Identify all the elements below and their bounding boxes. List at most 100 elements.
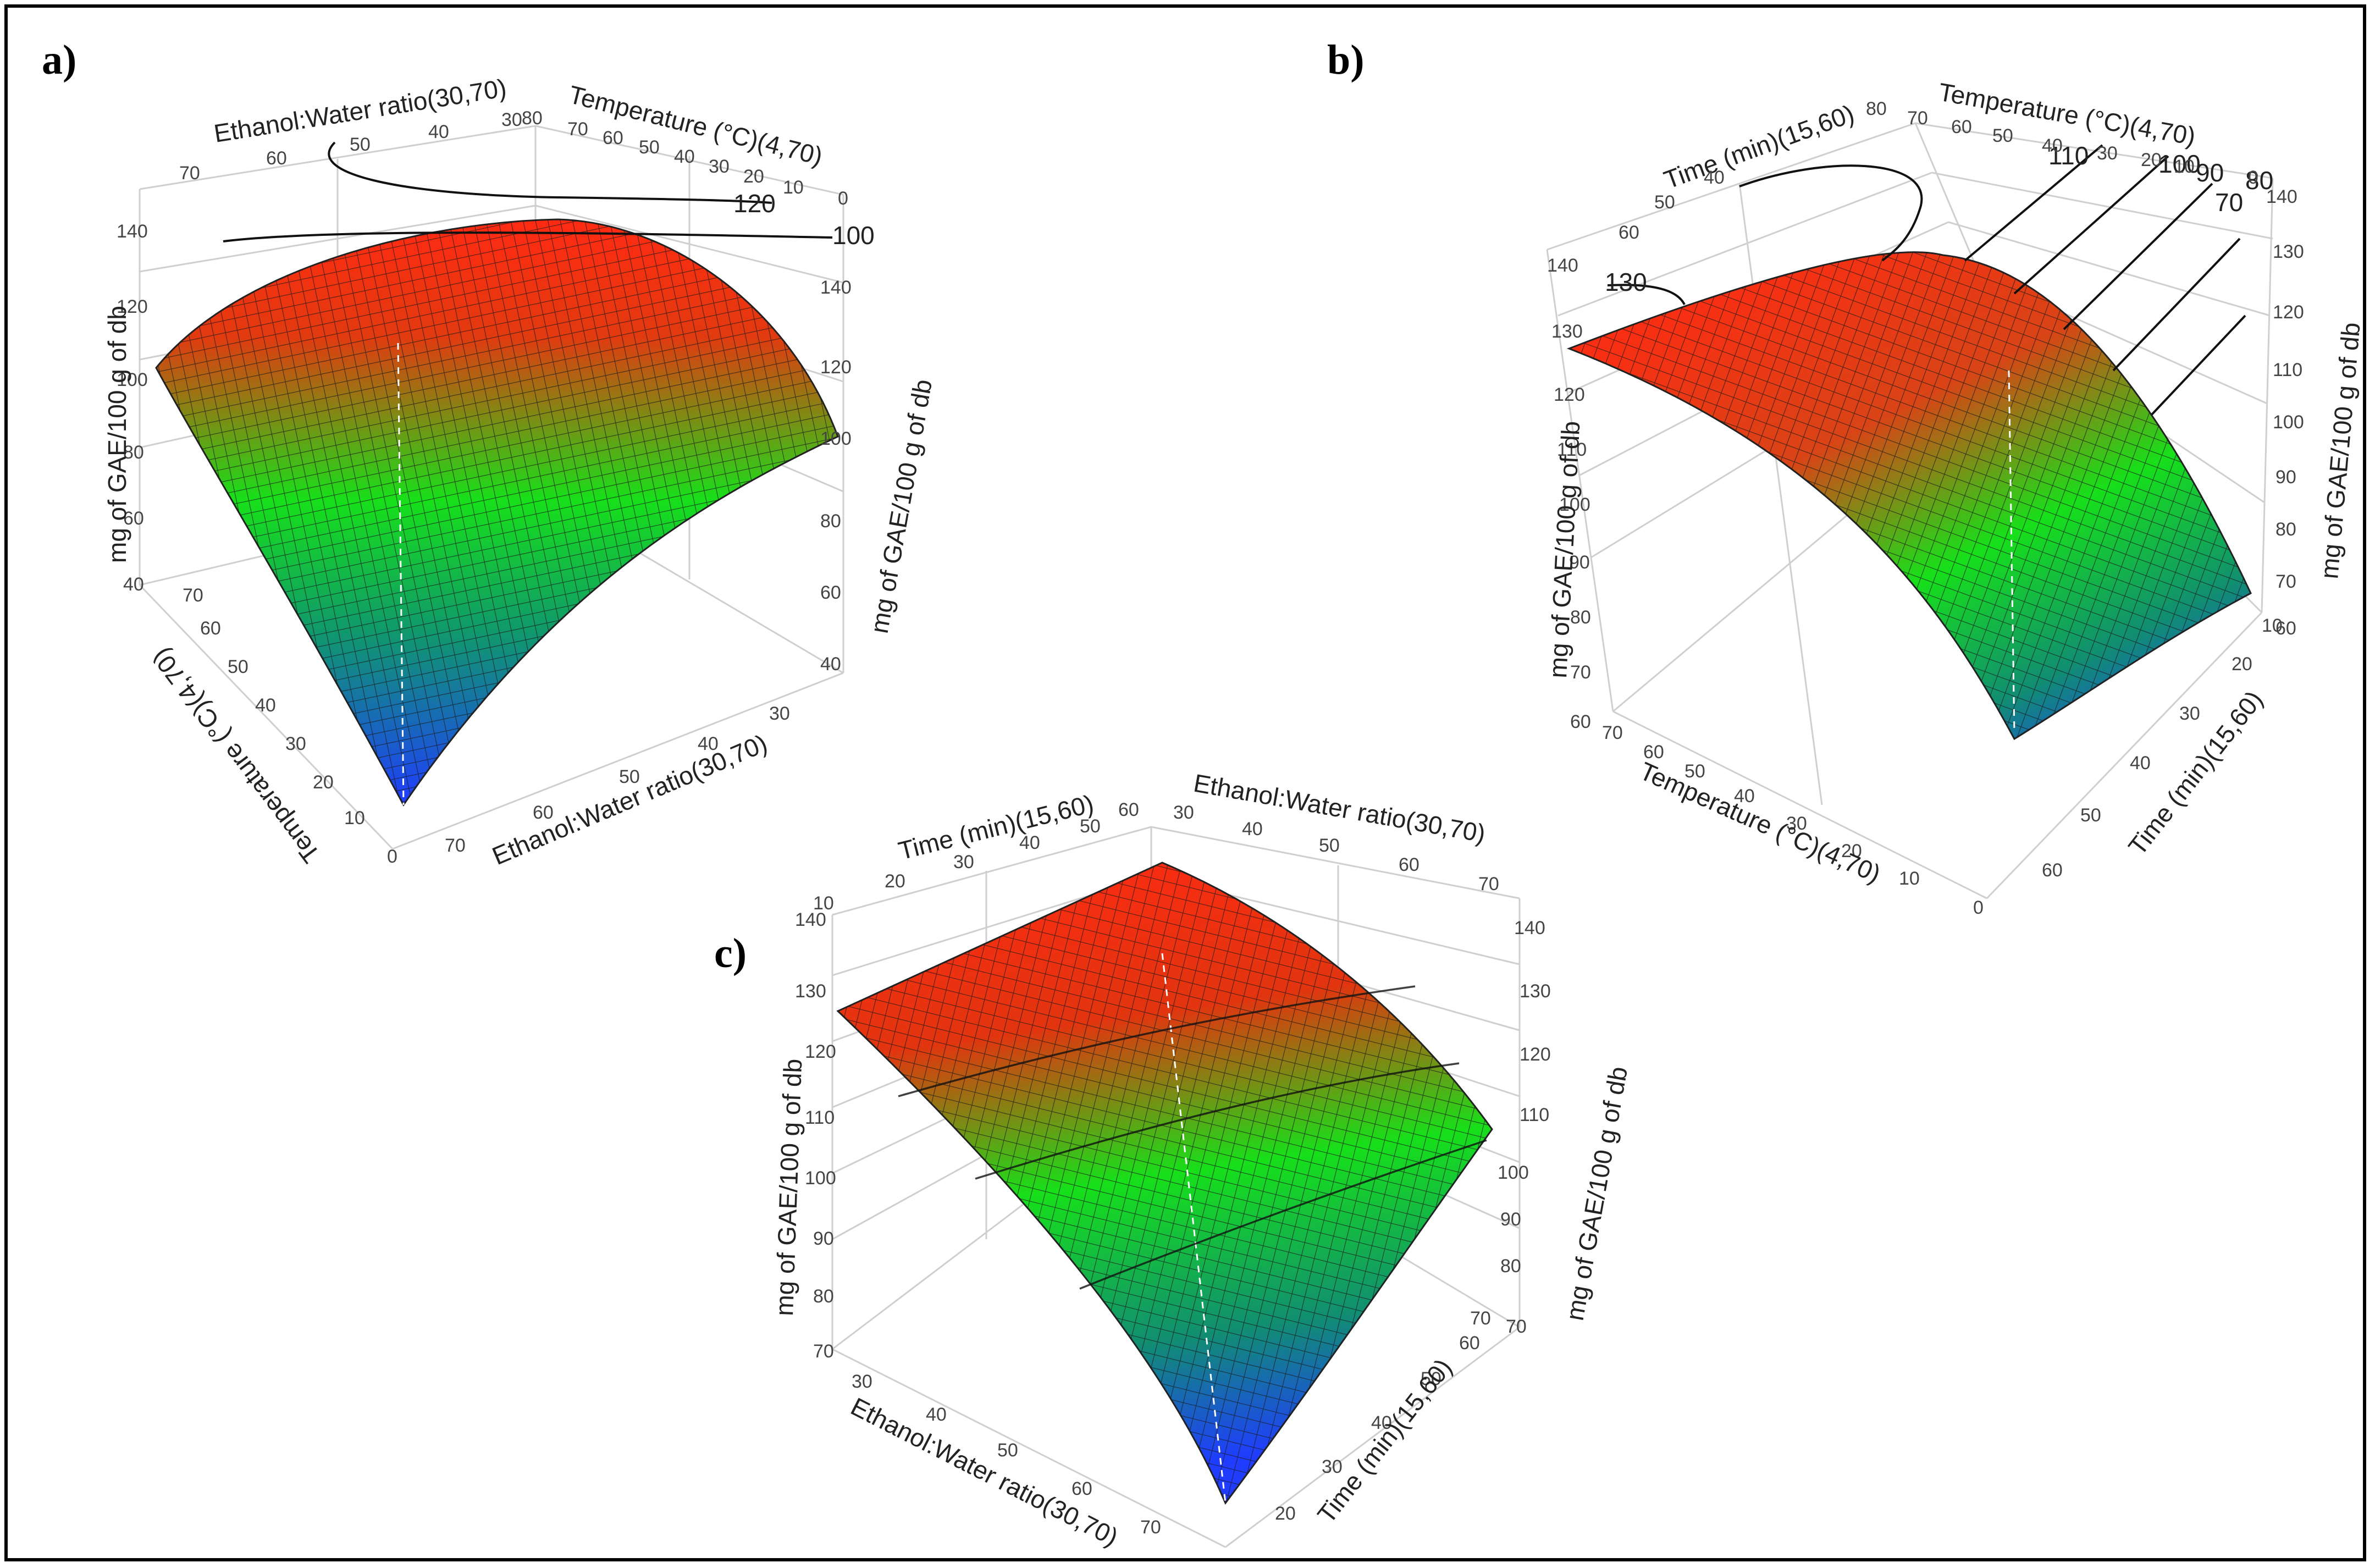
panel-b: b) (1327, 37, 2366, 918)
tick: 70 (183, 585, 203, 606)
tick: 10 (813, 893, 834, 914)
z-tick: 140 (1514, 918, 1545, 938)
panel-b-time-ticks: 60 50 40 30 20 10 (2042, 615, 2283, 881)
panel-c-center-line (1161, 953, 1227, 1504)
tick: 60 (1459, 1333, 1480, 1354)
panel-b-contours (1607, 144, 2246, 416)
panel-b-back-time-ticks: 60 50 40 (1619, 167, 1725, 243)
z-tick: 110 (805, 1107, 835, 1128)
tick: 60 (1643, 742, 1664, 763)
tick: 20 (2141, 150, 2162, 170)
tick: 10 (783, 177, 804, 198)
tick: 50 (639, 137, 660, 158)
z-tick: 70 (1506, 1316, 1527, 1337)
z-tick: 80 (820, 511, 841, 532)
z-tick: 60 (820, 582, 841, 603)
panel-c-back-ethanol-ticks: 30 40 50 60 70 (1173, 802, 1499, 895)
tick: 50 (619, 766, 640, 787)
tick: 20 (1841, 841, 1862, 862)
panel-c-z-ticks-left: 140 130 120 110 100 90 80 70 (795, 909, 836, 1362)
z-tick: 100 (1559, 494, 1590, 515)
z-tick: 120 (820, 357, 852, 378)
z-tick: 60 (123, 508, 144, 529)
tick: 40 (674, 146, 695, 167)
tick: 70 (1140, 1517, 1161, 1538)
tick: 50 (997, 1440, 1018, 1461)
panel-c-back-time-ticks: 10 20 30 40 50 60 (813, 799, 1139, 914)
z-tick: 140 (820, 277, 852, 298)
z-tick: 90 (1569, 552, 1590, 573)
panel-a-z-title-right: mg of GAE/100 g of db (865, 377, 937, 636)
tick: 80 (522, 108, 543, 129)
tick: 70 (1478, 874, 1499, 895)
z-tick: 130 (2273, 241, 2304, 262)
z-tick: 130 (795, 981, 826, 1002)
panel-c-time-title: Time (min)(15,60) (1312, 1353, 1457, 1528)
tick: 10 (344, 808, 365, 829)
z-tick: 120 (1520, 1044, 1551, 1065)
tick: 60 (200, 618, 221, 639)
tick: 20 (1275, 1503, 1296, 1524)
panel-b-label: b) (1327, 37, 1365, 83)
panel-b-contour-label: 110 (2048, 141, 2089, 170)
tick: 30 (709, 156, 730, 177)
tick: 40 (2042, 135, 2063, 156)
z-tick: 130 (1520, 981, 1551, 1002)
tick: 60 (603, 128, 623, 148)
tick: 30 (769, 703, 790, 724)
panel-c-time-ticks: 20 30 40 50 60 70 (1275, 1308, 1491, 1524)
tick: 40 (1371, 1412, 1392, 1433)
tick: 30 (953, 852, 974, 873)
panel-b-contour-label: 90 (2196, 158, 2224, 187)
tick: 40 (255, 695, 276, 716)
tick: 40 (926, 1404, 947, 1425)
tick: 20 (2232, 654, 2252, 675)
tick: 40 (1704, 167, 1725, 188)
panel-a-center-line (397, 343, 405, 805)
tick: 10 (1899, 868, 1920, 889)
panel-a-surface-mesh (156, 219, 838, 805)
z-tick: 70 (813, 1341, 834, 1362)
tick: 0 (2248, 167, 2258, 188)
z-tick: 110 (2273, 360, 2302, 380)
panel-b-temp-ticks: 70 60 50 40 30 20 10 0 (1602, 722, 1984, 918)
panel-b-z-ticks-right: 140 130 120 110 100 90 80 70 60 (2266, 186, 2304, 639)
panel-a-back-temp-ticks: 80 70 60 50 40 30 20 10 0 (522, 108, 848, 209)
tick: 60 (533, 802, 554, 823)
z-tick: 60 (2275, 618, 2296, 639)
panel-c: c) (714, 769, 1633, 1552)
tick: 40 (698, 733, 719, 754)
panel-b-temp-title: Temperature (°C)(4,70) (1636, 757, 1885, 888)
z-tick: 100 (117, 369, 148, 390)
z-tick: 140 (117, 221, 148, 242)
panel-b-center-line (2008, 370, 2015, 734)
tick: 30 (852, 1371, 872, 1392)
panel-c-z-title-right: mg of GAE/100 g of db (1560, 1064, 1633, 1323)
tick: 30 (1786, 813, 1807, 834)
z-tick: 100 (2273, 412, 2304, 433)
tick: 50 (350, 134, 371, 155)
tick: 50 (2080, 805, 2101, 826)
panel-b-contour-label: 130 (1605, 268, 1647, 296)
panel-a-z-title-left: mg of GAE/100 g of db (103, 306, 131, 563)
tick: 60 (1118, 799, 1139, 820)
tick: 40 (2130, 753, 2151, 774)
tick: 30 (501, 109, 522, 130)
tick: 30 (285, 733, 306, 754)
panel-b-back-temp-ticks: 80 70 60 50 40 30 20 10 0 (1866, 98, 2258, 188)
z-tick: 100 (820, 428, 852, 449)
panel-a: a) 120 100 (42, 37, 937, 870)
z-tick: 80 (813, 1286, 834, 1307)
tick: 30 (2097, 143, 2118, 164)
z-tick: 90 (1500, 1209, 1521, 1230)
panel-a-back-ethanol-ticks: 70 60 50 40 30 (179, 109, 522, 184)
tick: 50 (1654, 192, 1675, 213)
z-tick: 140 (2266, 186, 2297, 207)
panel-a-ethanol-ticks: 70 60 50 40 30 (445, 703, 790, 856)
z-tick: 120 (805, 1041, 836, 1062)
tick: 0 (1973, 897, 1984, 918)
tick: 60 (2042, 860, 2063, 881)
panel-b-contour-label: 70 (2215, 188, 2243, 217)
panel-b-surface-mesh (1569, 252, 2251, 739)
tick: 40 (1734, 786, 1755, 807)
